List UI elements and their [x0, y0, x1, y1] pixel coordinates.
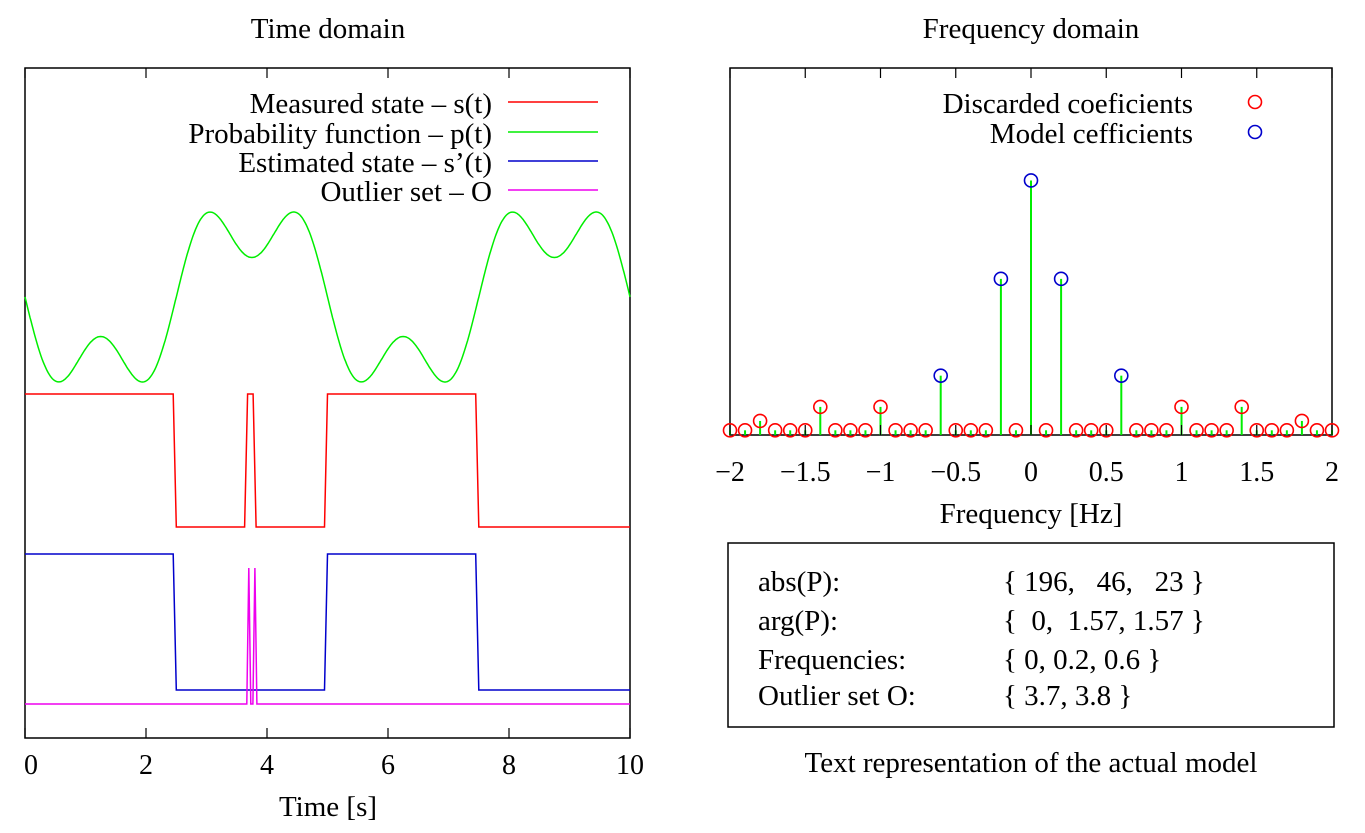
frequency-x-tick-label: 2 [1325, 457, 1339, 488]
time-domain-chart: Time domain 0 2 4 6 8 10 Time [s] Measured st… [24, 13, 644, 823]
discarded-coefficient-point [828, 423, 843, 438]
discarded-coefficient-point [888, 423, 903, 438]
frequency-x-tick-label: 1.5 [1239, 457, 1274, 488]
discarded-coefficient-point [978, 423, 994, 438]
row-value-outlier: { 3.7, 3.8 } [1003, 680, 1132, 712]
series-probability-function [24, 211, 631, 383]
legend-label-measured: Measured state – s(t) [250, 88, 492, 120]
frequency-stems [729, 180, 1333, 435]
discarded-coefficient-point [918, 423, 933, 438]
legend-label-estimated: Estimated state – s’(t) [238, 147, 492, 179]
discarded-coefficient-point [1144, 423, 1159, 438]
discarded-coefficient-point [1159, 423, 1174, 438]
time-x-tick-label: 0 [24, 750, 38, 781]
discarded-coefficient-point [782, 423, 798, 438]
frequency-x-tick-label: 0 [1024, 457, 1038, 488]
discarded-coefficient-point [903, 423, 918, 438]
discarded-coefficient-point [1038, 423, 1054, 438]
frequency-x-tick-label: 1 [1175, 457, 1189, 488]
series-measured-state [25, 393, 630, 528]
model-coefficient-point [1114, 368, 1129, 383]
discarded-coefficient-point [767, 423, 783, 438]
model-text-box: abs(P): { 196, 46, 23 } arg(P): { 0, 1.5… [727, 542, 1335, 779]
model-text-caption: Text representation of the actual model [805, 747, 1258, 779]
time-x-tick-label: 8 [502, 750, 516, 781]
model-coefficient-point [1053, 271, 1069, 287]
row-value-frequencies: { 0, 0.2, 0.6 } [1003, 644, 1161, 676]
time-plot-frame [24, 67, 631, 739]
legend-label-discarded: Discarded coeficients [943, 88, 1193, 120]
time-chart-title: Time domain [251, 13, 406, 45]
discarded-coefficient-point [1219, 423, 1234, 438]
frequency-x-tick-label: −1 [866, 457, 896, 488]
discarded-coefficient-point [1174, 399, 1189, 415]
row-label-abs: abs(P): [758, 566, 840, 598]
discarded-coefficient-point [1129, 423, 1144, 438]
row-label-arg: arg(P): [758, 605, 838, 637]
discarded-coefficient-point [1008, 423, 1024, 438]
discarded-coefficient-point [1204, 423, 1219, 438]
frequency-domain-chart: Frequency domain −2 −1.5 −1 −0.5 0 0.5 1 1.5 2 F… [715, 13, 1340, 530]
discarded-coefficient-point [1294, 413, 1310, 429]
discarded-coefficient-point [948, 423, 964, 438]
frequency-chart-title: Frequency domain [923, 13, 1140, 45]
discarded-coefficient-point [752, 413, 768, 429]
model-coefficient-point [1023, 173, 1039, 188]
discarded-coefficient-point [843, 423, 858, 438]
discarded-coefficient-point [737, 423, 753, 438]
discarded-coefficient-point [1324, 423, 1340, 438]
discarded-coefficient-point [1189, 423, 1204, 438]
legend-marker-model [1247, 124, 1263, 140]
discarded-coefficient-point [1234, 399, 1249, 415]
frequency-x-tick-label: −1.5 [780, 457, 831, 488]
discarded-coefficient-point [1098, 423, 1114, 438]
series-outlier-set [25, 567, 630, 705]
row-label-outlier: Outlier set O: [758, 680, 916, 712]
discarded-coefficient-point [873, 399, 888, 415]
model-text-frame [727, 542, 1335, 728]
model-coefficient-point [993, 271, 1009, 287]
time-series-group [24, 211, 631, 705]
time-x-tick-label: 4 [260, 750, 274, 781]
legend-label-model: Model cefficients [990, 118, 1193, 150]
time-x-tick-label: 6 [381, 750, 395, 781]
frequency-points [722, 173, 1340, 438]
discarded-coefficient-point [1068, 423, 1084, 438]
legend-label-outlier: Outlier set – O [320, 176, 492, 208]
legend-marker-discarded [1247, 94, 1263, 110]
time-x-axis-label: Time [s] [279, 791, 377, 823]
discarded-coefficient-point [1264, 423, 1280, 438]
time-x-tick-label: 2 [139, 750, 153, 781]
time-x-ticks: 0 2 4 6 8 10 [24, 68, 644, 781]
legend-label-probability: Probability function – p(t) [188, 118, 492, 150]
frequency-legend: Discarded coeficients Model cefficients [943, 88, 1263, 150]
time-x-tick-label: 10 [616, 750, 644, 781]
time-legend: Measured state – s(t) Probability functi… [188, 88, 598, 208]
frequency-x-tick-label: 0.5 [1089, 457, 1124, 488]
series-estimated-state [25, 553, 630, 691]
frequency-x-tick-label: −2 [715, 457, 745, 488]
frequency-x-axis-label: Frequency [Hz] [940, 498, 1123, 530]
row-value-arg: { 0, 1.57, 1.57 } [1003, 605, 1205, 637]
model-coefficient-point [933, 368, 949, 383]
row-value-abs: { 196, 46, 23 } [1003, 566, 1205, 598]
discarded-coefficient-point [1083, 423, 1099, 438]
discarded-coefficient-point [812, 399, 828, 415]
discarded-coefficient-point [1249, 423, 1265, 438]
row-label-frequencies: Frequencies: [758, 644, 906, 676]
discarded-coefficient-point [1309, 423, 1325, 438]
discarded-coefficient-point [1279, 423, 1295, 438]
discarded-coefficient-point [722, 423, 738, 438]
discarded-coefficient-point [963, 423, 979, 438]
discarded-coefficient-point [858, 423, 873, 438]
discarded-coefficient-point [797, 423, 813, 438]
frequency-x-tick-label: −0.5 [930, 457, 981, 488]
frequency-x-ticks: −2 −1.5 −1 −0.5 0 0.5 1 1.5 2 [715, 68, 1339, 488]
